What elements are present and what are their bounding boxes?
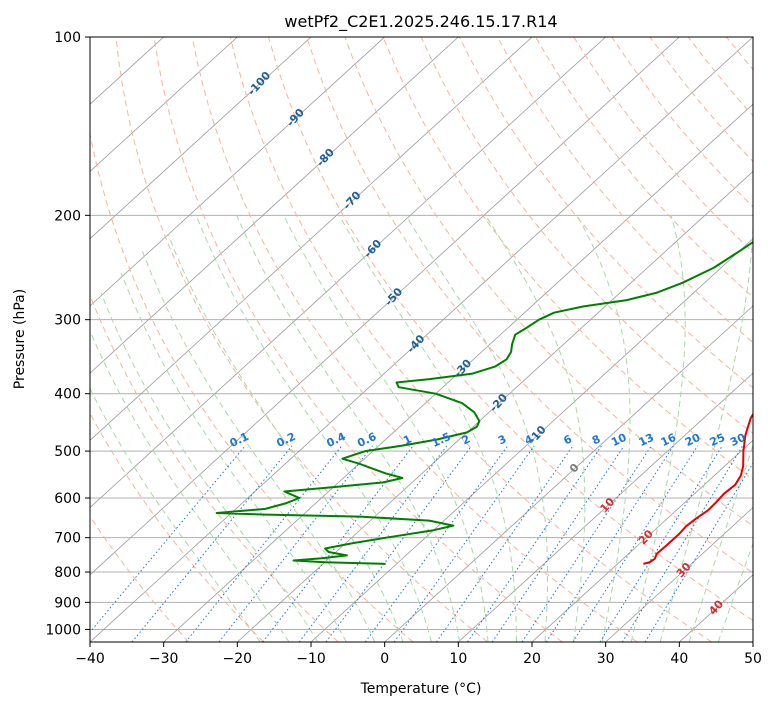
moist-adiabat-line — [576, 215, 631, 642]
moist-adiabat-line — [338, 215, 517, 642]
mixing-ratio-line — [599, 445, 723, 642]
dry-adiabat-line — [90, 515, 190, 642]
x-tick-label: −40 — [75, 651, 105, 667]
isotherm-line — [384, 305, 753, 642]
moist-adiabat-line — [236, 215, 461, 642]
axes: −40 −30 −20 −10 0 10 20 30 40 50 100 200 300 400 500 60… — [45, 30, 762, 667]
mixing-ratio-line — [90, 445, 246, 633]
moist-adiabat-line — [120, 272, 347, 642]
dry-adiabat-line — [344, 37, 753, 527]
dry-adiabat-line — [153, 37, 563, 642]
isotherm-line — [605, 507, 753, 642]
x-tick-label: 20 — [523, 651, 541, 667]
mixing-ratio-label: 13 — [637, 431, 656, 449]
mixing-ratio-label: 30 — [728, 431, 748, 449]
y-tick-label: 300 — [54, 313, 81, 329]
isotherm-line — [90, 37, 533, 441]
moist-adiabat-line — [688, 443, 753, 642]
y-tick-label: 900 — [54, 595, 81, 611]
dry-adiabat-line — [229, 37, 712, 642]
y-tick-label: 100 — [54, 30, 81, 46]
x-tick-label: −20 — [223, 651, 253, 667]
mixing-ratio-line — [364, 445, 508, 642]
mixing-ratio-line — [491, 445, 625, 642]
moist-adiabat-line — [405, 215, 548, 642]
isotherm-line — [163, 103, 753, 642]
chart-title: wetPf2_C2E1.2025.246.15.17.R14 — [284, 12, 557, 32]
moist-adiabat-line — [485, 215, 586, 642]
dewpoint-line — [215, 241, 753, 565]
isotherm-line — [90, 37, 385, 307]
y-tick-label: 600 — [54, 491, 81, 507]
y-tick-label: 200 — [54, 208, 81, 224]
x-tick-label: 0 — [380, 651, 389, 667]
x-tick-label: −30 — [149, 651, 179, 667]
x-tick-label: 30 — [597, 651, 615, 667]
x-tick-label: 40 — [670, 651, 688, 667]
mixing-ratio-line — [545, 445, 674, 642]
isotherm-line — [90, 37, 753, 642]
dry-adiabat-line — [90, 131, 414, 642]
mixing-ratio-label: 20 — [683, 431, 703, 449]
dry-adiabat-line — [382, 37, 753, 481]
mixing-ratio-label: 10 — [609, 431, 629, 449]
x-tick-label: 10 — [449, 651, 467, 667]
mixing-ratio-label: 16 — [659, 431, 679, 449]
isotherm-line — [90, 37, 312, 240]
dry-adiabat-line — [90, 412, 264, 642]
x-tick-label: −10 — [296, 651, 326, 667]
mixing-ratio-line — [218, 445, 373, 642]
isotherm-line — [310, 238, 753, 642]
y-tick-label: 1000 — [45, 622, 81, 638]
moist-adiabat-line — [90, 329, 290, 642]
x-axis-title: Temperature (°C) — [360, 681, 482, 697]
dry-adiabat-line — [268, 37, 753, 622]
isotherm-line — [90, 37, 459, 374]
dry-adiabat-line — [535, 37, 753, 298]
isotherm-line — [90, 37, 238, 172]
plot-frame — [89, 36, 754, 643]
y-axis-title: Pressure (hPa) — [12, 289, 28, 389]
y-tick-label: 800 — [54, 565, 81, 581]
isotherm-line — [90, 37, 680, 576]
mixing-ratio-line — [262, 445, 414, 642]
y-tick-label: 700 — [54, 531, 81, 547]
isotherm-line — [458, 372, 753, 642]
mixing-ratio-line — [521, 445, 652, 642]
mixing-ratio-line — [185, 445, 343, 642]
moist-adiabat-line — [195, 215, 432, 642]
mixing-ratio-line — [572, 445, 698, 642]
mixing-ratio-line — [393, 445, 535, 642]
dry-adiabat-line — [115, 37, 488, 642]
y-tick-label: 500 — [54, 444, 81, 460]
mixing-ratio-line — [298, 445, 448, 642]
y-tick-label: 400 — [54, 387, 81, 403]
temperature-line — [643, 412, 753, 565]
isotherm-line — [237, 170, 753, 642]
isotherm-line — [531, 439, 753, 642]
x-tick-label: 50 — [744, 651, 762, 667]
isotherm-line — [90, 37, 606, 509]
mixing-ratio-label: 25 — [708, 431, 727, 449]
mixing-ratio-line — [325, 445, 472, 642]
dry-adiabat-line — [306, 37, 753, 574]
profile-lines — [215, 241, 753, 565]
moist-adiabat-line — [142, 251, 376, 642]
moist-adiabat-line — [100, 292, 319, 642]
moist-adiabat-line — [630, 215, 686, 642]
background-lines — [90, 37, 753, 642]
